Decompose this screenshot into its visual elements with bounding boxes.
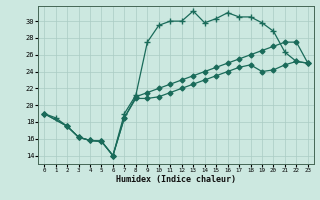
X-axis label: Humidex (Indice chaleur): Humidex (Indice chaleur) [116, 175, 236, 184]
